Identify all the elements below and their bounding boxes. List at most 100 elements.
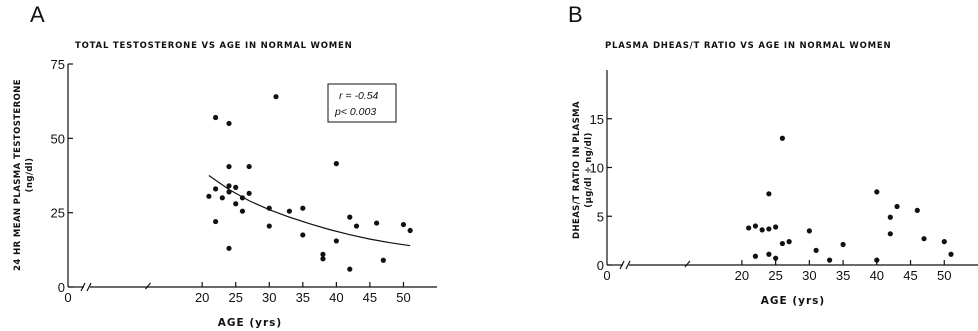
chart-b-data-point (766, 191, 772, 197)
chart-a-data-point (374, 220, 380, 226)
chart-a-origin-mark (145, 282, 151, 290)
chart-b-data-point (813, 247, 819, 253)
chart-a-y-tick-label: 50 (51, 131, 65, 146)
chart-b-data-point (786, 239, 792, 245)
chart-a-data-point (226, 245, 232, 251)
chart-a-data-point (239, 195, 246, 201)
chart-b-data-point (941, 239, 947, 245)
chart-a-data-point (286, 208, 292, 214)
chart-a-x-tick-label: 30 (262, 290, 276, 305)
chart-b-data-point (914, 207, 920, 213)
chart-b-data-point (766, 226, 772, 232)
chart-a-data-point (347, 214, 353, 220)
chart-a-x-tick-label: 45 (363, 290, 377, 305)
chart-b-x-tick-label: 25 (768, 268, 782, 283)
chart-b-data-point (806, 228, 812, 234)
chart-b-title: PLASMA DHEAS/T RATIO VS AGE IN NORMAL WO… (605, 41, 891, 51)
chart-a-data-point (226, 120, 232, 127)
chart-b-y-tick-label: 0 (597, 258, 604, 273)
panel-letter-b: B (568, 2, 583, 27)
chart-b-data-point (766, 251, 772, 257)
chart-a-x-tick-label: 40 (329, 290, 343, 305)
chart-b: B PLASMA DHEAS/T RATIO VS AGE IN NORMAL … (568, 2, 978, 307)
chart-a-data-point (226, 183, 232, 189)
chart-a-data-point (300, 205, 306, 211)
chart-b-data-point (874, 189, 880, 195)
chart-a-data-point (233, 201, 239, 207)
chart-b-data-point (887, 214, 893, 220)
chart-b-x-tick-label: 45 (903, 268, 917, 283)
chart-a-data-point (300, 232, 306, 238)
chart-b-data-point (779, 240, 785, 247)
chart-b-y-tick-label: 10 (590, 161, 604, 176)
chart-b-points (746, 135, 954, 263)
chart-a-x-tick-label: 50 (396, 290, 410, 305)
chart-a-data-point (333, 238, 339, 244)
chart-a-annotation-box (327, 83, 397, 123)
chart-a-y-tick-label: 75 (51, 57, 65, 72)
chart-b-y-tick-label: 5 (597, 209, 604, 224)
chart-b-x-tick-label: 20 (735, 268, 749, 283)
chart-a-points (206, 94, 413, 272)
chart-b-data-point (840, 241, 846, 248)
chart-a-axes (67, 64, 437, 292)
chart-b-x-label: AGE (yrs) (761, 295, 825, 307)
chart-b-data-point (752, 253, 759, 259)
chart-a-ticks: 0 20 25 30 35 40 45 50 0 25 50 75 (51, 57, 411, 305)
chart-a-x-label: AGE (yrs) (218, 317, 282, 329)
chart-a: A TOTAL TESTOSTERONE VS AGE IN NORMAL WO… (13, 2, 437, 329)
chart-b-axis-break (619, 260, 631, 270)
chart-a-annotation-p: p< 0.003 (334, 106, 376, 118)
chart-a-data-point (213, 186, 219, 192)
chart-a-title: TOTAL TESTOSTERONE VS AGE IN NORMAL WOME… (75, 41, 353, 51)
chart-a-data-point (273, 94, 279, 100)
chart-a-data-point (353, 223, 360, 229)
chart-b-y-label: DHEAS/T RATIO IN PLASMA (572, 101, 582, 239)
chart-b-data-point (894, 203, 900, 210)
chart-a-data-point (233, 184, 239, 190)
chart-b-y-unit: (µg/dl ÷ ng/dl) (584, 132, 594, 208)
chart-a-x-tick-label: 20 (195, 290, 209, 305)
chart-b-x-tick-label: 30 (802, 268, 816, 283)
chart-a-data-point (266, 205, 272, 211)
chart-a-x-tick-label: 25 (228, 290, 242, 305)
chart-a-x-tick-label: 0 (64, 290, 71, 305)
chart-b-data-point (773, 224, 779, 230)
chart-a-data-point (213, 218, 219, 225)
chart-b-data-point (773, 255, 779, 261)
chart-b-data-point (746, 225, 752, 231)
chart-a-data-point (380, 257, 386, 263)
chart-b-data-point (887, 231, 893, 237)
chart-a-data-point (206, 193, 212, 199)
chart-a-x-tick-label: 35 (296, 290, 310, 305)
chart-b-ticks: 0 20 25 30 35 40 45 50 0 5 10 15 (590, 112, 952, 283)
chart-a-regression-curve (208, 175, 411, 247)
chart-b-x-tick-label: 50 (937, 268, 951, 283)
chart-a-y-tick-label: 25 (51, 206, 65, 221)
chart-b-data-point (827, 257, 833, 263)
chart-a-y-label: 24 HR MEAN PLASMA TESTOSTERONE (13, 79, 23, 271)
chart-b-data-point (874, 257, 880, 263)
chart-b-data-point (752, 223, 759, 229)
chart-a-axis-break (80, 282, 92, 292)
panel-letter-a: A (30, 2, 45, 27)
chart-a-data-point (266, 223, 272, 229)
chart-a-data-point (320, 256, 326, 262)
chart-b-data-point (759, 227, 765, 233)
chart-b-data-point (779, 135, 785, 141)
chart-b-x-tick-label: 40 (870, 268, 884, 283)
chart-a-data-point (400, 221, 407, 228)
chart-a-data-point (347, 266, 353, 272)
chart-b-origin-mark (684, 260, 691, 268)
chart-b-data-point (948, 251, 954, 257)
chart-b-y-tick-label: 15 (590, 112, 604, 127)
chart-a-data-point (246, 163, 252, 170)
chart-a-data-point (333, 161, 339, 167)
chart-a-data-point (239, 208, 246, 214)
chart-a-data-point (219, 195, 225, 201)
chart-a-data-point (226, 163, 232, 170)
chart-a-annotation-r: r = -0.54 (339, 90, 379, 102)
chart-a-data-point (407, 227, 413, 234)
chart-b-x-tick-label: 0 (603, 268, 610, 283)
